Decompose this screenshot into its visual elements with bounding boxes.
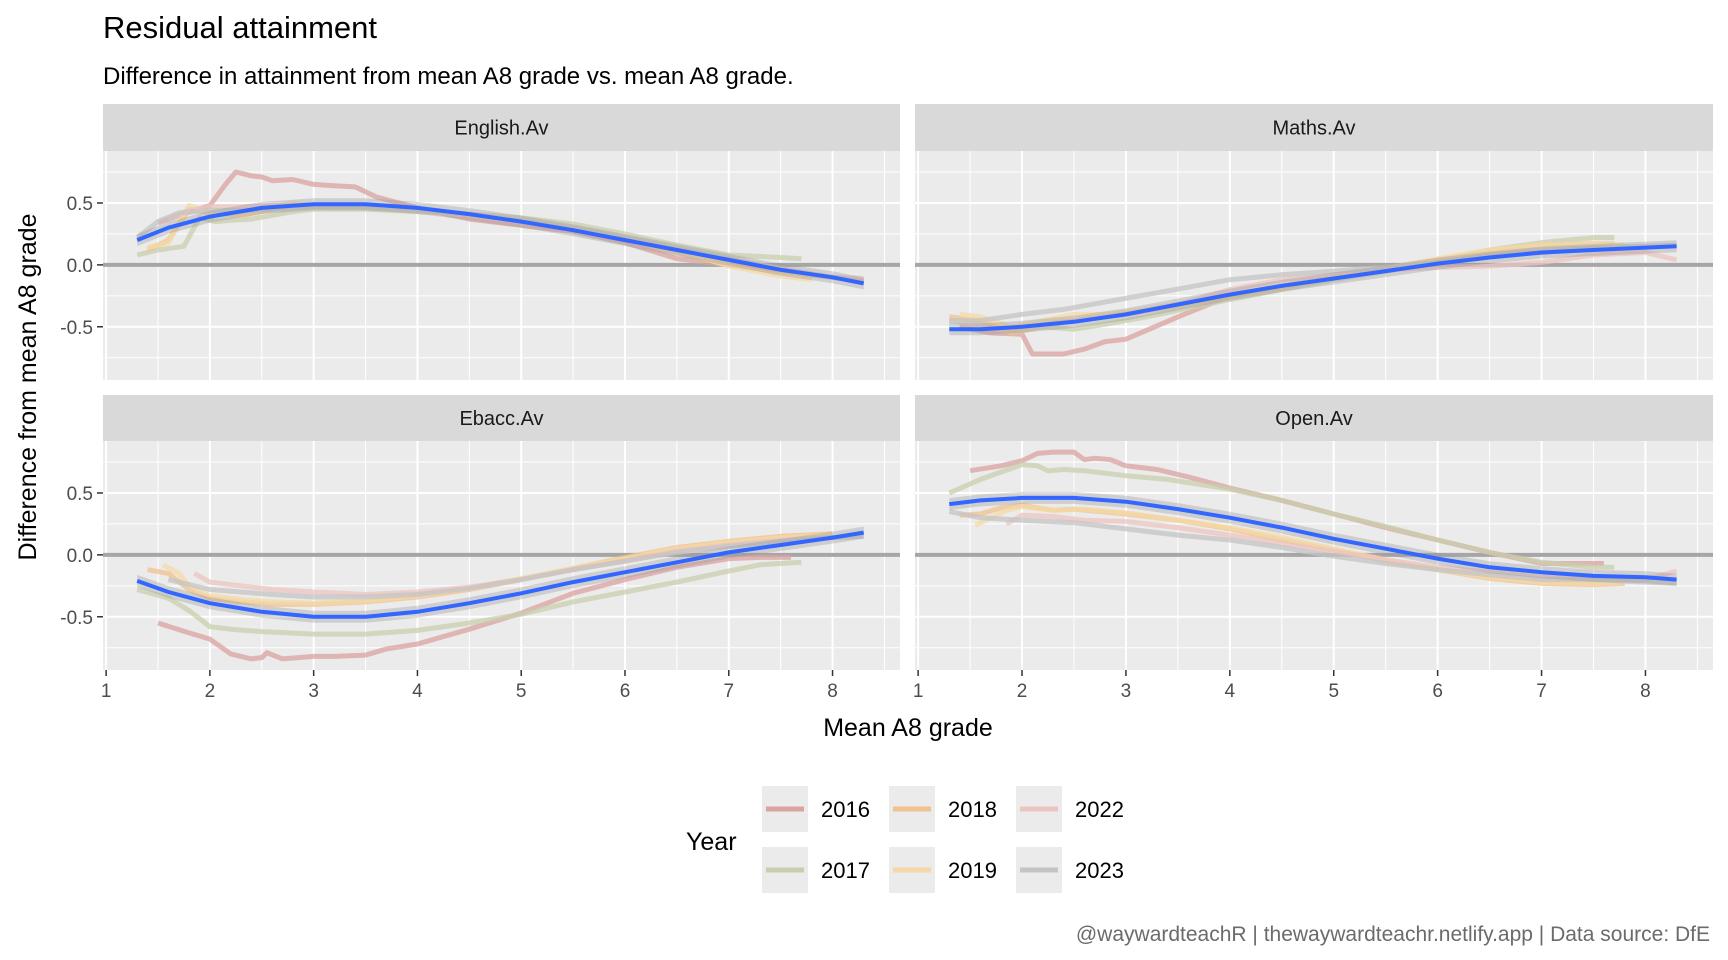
facet-strip-label: Open.Av — [1275, 408, 1352, 430]
series-line-2016 — [157, 554, 791, 662]
panel-maths-av: Maths.Av — [915, 104, 1713, 380]
x-tick-label: 1 — [101, 681, 112, 702]
legend-label: 2023 — [1075, 858, 1124, 883]
x-tick-label: 3 — [308, 681, 319, 702]
legend-label: 2016 — [821, 797, 870, 822]
panel-open-av: Open.Av 1 2 3 4 5 6 7 8 — [913, 395, 1713, 702]
facet-strip — [915, 395, 1713, 441]
series-line-2017 — [136, 559, 802, 637]
x-tick-label: 7 — [1536, 681, 1547, 702]
legend-label: 2018 — [948, 797, 997, 822]
facet-strip-label: English.Av — [454, 118, 548, 140]
x-tick-label: 8 — [1640, 681, 1651, 702]
legend-label: 2019 — [948, 858, 997, 883]
facet-strip — [103, 395, 900, 441]
trend-line — [949, 244, 1677, 332]
facet-strip — [103, 104, 900, 151]
x-tick-label: 4 — [412, 681, 423, 702]
x-tick-label: 8 — [827, 681, 838, 702]
legend-item-2016[interactable]: 2016 — [762, 786, 870, 832]
series-line-2017 — [948, 462, 1615, 570]
series-line-2023 — [167, 533, 864, 600]
x-tick-label: 5 — [516, 681, 527, 702]
x-tick-label: 4 — [1225, 681, 1236, 702]
y-tick-label: -0.5 — [60, 608, 93, 629]
x-axis-title: Mean A8 grade — [823, 714, 993, 742]
legend-item-2022[interactable]: 2022 — [1016, 786, 1124, 832]
panels: English.Av -0.5 0.0 0.5 Maths.Av Ebacc.Av -0.5… — [60, 104, 1713, 702]
x-tick-label: 6 — [1432, 681, 1443, 702]
facet-strip-label: Ebacc.Av — [459, 408, 543, 430]
facet-strip-label: Maths.Av — [1273, 118, 1356, 140]
chart-title: Residual attainment — [103, 10, 377, 45]
panel-english-av: English.Av -0.5 0.0 0.5 — [60, 104, 900, 380]
x-tick-label: 3 — [1121, 681, 1132, 702]
caption: @waywardteachR | thewaywardteachr.netlif… — [1076, 923, 1710, 946]
chart-subtitle: Difference in attainment from mean A8 gr… — [103, 63, 794, 90]
legend-item-2018[interactable]: 2018 — [889, 786, 997, 832]
trend-confidence-band — [137, 198, 864, 290]
legend: Year 2016 2017 2018 2019 2022 2023 — [686, 786, 1124, 893]
legend-label: 2022 — [1075, 797, 1124, 822]
facet-strip — [915, 104, 1713, 151]
panel-ebacc-av: Ebacc.Av -0.5 0.0 0.5 1 2 3 4 5 6 7 8 — [60, 395, 900, 702]
y-axis-title: Difference from mean A8 grade — [14, 214, 42, 561]
legend-item-2017[interactable]: 2017 — [762, 847, 870, 893]
y-tick-label: 0.0 — [67, 546, 93, 567]
legend-title: Year — [686, 828, 737, 856]
x-tick-label: 6 — [620, 681, 631, 702]
series-line-2016 — [157, 169, 864, 284]
series-line-2023 — [948, 509, 1677, 586]
x-tick-label: 1 — [913, 681, 924, 702]
y-tick-label: -0.5 — [60, 318, 93, 339]
trend-confidence-band — [949, 491, 1677, 586]
x-tick-label: 2 — [205, 681, 216, 702]
y-tick-label: 0.0 — [67, 256, 93, 277]
x-tick-label: 5 — [1328, 681, 1339, 702]
trend-line — [136, 530, 865, 619]
y-tick-label: 0.5 — [67, 484, 93, 505]
y-tick-label: 0.5 — [67, 194, 93, 215]
trend-line — [949, 495, 1677, 582]
legend-item-2023[interactable]: 2023 — [1016, 847, 1124, 893]
legend-label: 2017 — [821, 858, 870, 883]
series-line-2023 — [949, 242, 1677, 324]
trend-line — [136, 202, 865, 286]
legend-item-2019[interactable]: 2019 — [889, 847, 997, 893]
x-tick-label: 2 — [1017, 681, 1028, 702]
x-tick-label: 7 — [723, 681, 734, 702]
